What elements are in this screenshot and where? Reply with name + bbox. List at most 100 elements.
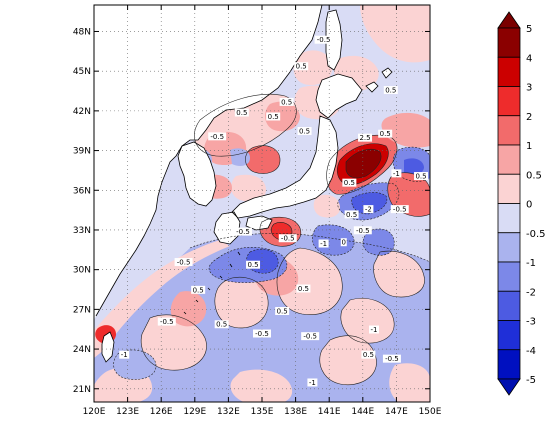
contour-label-bg (214, 320, 229, 329)
colorbar-box (497, 349, 521, 380)
contour-label: 0.5 (299, 128, 310, 136)
colorbar-upper-arrow (497, 11, 521, 29)
colorbar-label: -0.5 (526, 229, 546, 240)
lat-tick-label: 42N (73, 107, 91, 117)
lon-tick-label: 123E (116, 407, 139, 417)
contour-label: -1 (121, 351, 128, 359)
contour-label-bg (191, 285, 206, 294)
contour-label: -0.5 (236, 228, 250, 236)
colorbar-box (497, 173, 521, 204)
contour-label-bg (234, 108, 249, 117)
colorbar-box (497, 115, 521, 146)
contour-label: -1 (309, 379, 316, 387)
contour-label-bg (307, 378, 318, 387)
lon-tick-label: 126E (150, 407, 173, 417)
colorbar-label: 0.5 (526, 170, 542, 181)
contour-label-bg (278, 234, 297, 243)
colorbar-label: 4 (526, 53, 532, 64)
contour-label-bg (378, 129, 393, 138)
contour-label: -1 (371, 326, 378, 334)
contour-label-bg (233, 227, 252, 236)
colorbar-label: 3 (526, 83, 532, 94)
map-grid (94, 5, 430, 402)
contour-label-bg (119, 350, 130, 359)
contour-label: -0.5 (356, 227, 370, 235)
lat-tick-label: 45N (73, 67, 91, 77)
contour-label-bg (208, 132, 227, 141)
contour-label: 0.5 (385, 87, 396, 95)
contour-label: 0.5 (298, 285, 309, 293)
contour-label-bg (353, 226, 372, 235)
contour-label-bg (157, 317, 176, 326)
contour-label: 0.5 (281, 98, 292, 106)
contour-label: -0.5 (393, 206, 407, 214)
contour-label: 0.5 (363, 351, 374, 359)
contour-label-bg (294, 62, 309, 71)
contour-label: 0.5 (193, 286, 204, 294)
contour-label: 0.5 (268, 113, 279, 121)
contour-label: -1 (320, 240, 327, 248)
map-axes: 120E 123E 126E 129E 132E 135E 138E 141E 144E 147E… (73, 5, 442, 417)
contour-label: 0.5 (296, 63, 307, 71)
contour-label-bg (361, 350, 376, 359)
lon-tick-label: 120E (83, 407, 106, 417)
contour-label: -0.5 (255, 330, 269, 338)
contour-label: -0.5 (303, 333, 317, 341)
lon-tick-label: 141E (318, 407, 341, 417)
colorbar-label: -3 (526, 317, 536, 328)
contour-label-bg (414, 172, 429, 181)
colorbar-box (497, 261, 521, 292)
contour-label-bg (390, 205, 409, 214)
lon-tick-label: 129E (183, 407, 206, 417)
colorbar: 5 4 3 2 1 0.5 0 -0.5 -1 -2 -3 -4 -5 (497, 11, 546, 396)
contour-label: -0.5 (160, 318, 174, 326)
contour-labels: -0.50.50.50.50.50.5-0.50.50.52.5-1 0.50.5… (119, 35, 429, 387)
contour-label: -0.5 (317, 36, 331, 44)
lat-tick-label: 21N (73, 385, 91, 395)
lon-tick-label: 135E (251, 407, 274, 417)
contour-label-bg (253, 329, 271, 338)
contour-label-bg (266, 112, 281, 121)
lat-tick-label: 27N (73, 305, 91, 315)
colorbar-box (497, 86, 521, 117)
contour-label: -0.5 (177, 259, 191, 267)
shaded-field: -0.50.50.50.50.50.5-0.50.50.52.5-1 0.50.5… (94, 5, 430, 402)
colorbar-box (497, 290, 521, 321)
contour-label-bg (297, 127, 312, 136)
contour-label-bg (340, 238, 347, 247)
contour-label: 0.5 (236, 109, 247, 117)
colorbar-label: -4 (526, 346, 536, 357)
colorbar-label: -2 (526, 287, 536, 298)
contour-label: 0.5 (216, 321, 227, 329)
contour-label: 0.5 (247, 261, 258, 269)
contour-label-bg (342, 178, 357, 187)
colorbar-label: 2 (526, 112, 532, 123)
contour-label-bg (383, 86, 398, 95)
contour-label-bg (301, 332, 320, 341)
contour-label: 0 (342, 239, 346, 247)
colorbar-box (497, 203, 521, 234)
lat-tick-label: 33N (73, 226, 91, 236)
colorbar-label: 1 (526, 141, 532, 152)
contour-label-bg (318, 239, 329, 248)
contour-label: -0.5 (210, 133, 224, 141)
contour-label: 0.5 (344, 179, 355, 187)
contour-label-bg (296, 284, 311, 293)
contour-label-bg (275, 307, 290, 316)
colorbar-box (497, 56, 521, 87)
contour-label-bg (391, 169, 402, 178)
colorbar-label: -5 (526, 375, 536, 386)
lat-tick-label: 36N (73, 186, 91, 196)
contour-label: -1 (393, 170, 400, 178)
contour-label-bg (369, 325, 379, 334)
contour-label: -0.5 (281, 235, 295, 243)
colorbar-box (497, 144, 521, 175)
colorbar-box (497, 232, 521, 263)
contour-label-bg (279, 97, 294, 106)
lat-tick-label: 39N (73, 147, 91, 157)
colorbar-label: -1 (526, 258, 536, 269)
contour-label: -0.5 (385, 355, 399, 363)
colorbar-box (497, 27, 521, 58)
contour-label: 2.5 (359, 134, 370, 142)
contour-label-bg (174, 258, 193, 267)
